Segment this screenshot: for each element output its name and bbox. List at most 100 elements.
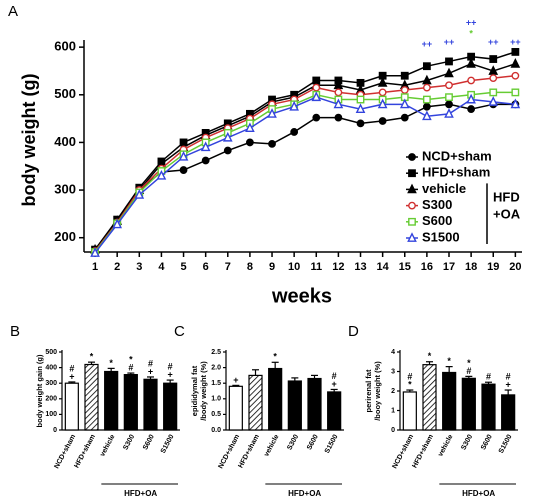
marker [290,128,299,136]
x-tick-label: 12 [332,261,344,273]
y-axis-label: /booy weight (%) [373,361,382,421]
bar [402,391,417,431]
marker [445,57,453,66]
significance-mark: * [408,379,412,389]
marker [444,108,454,118]
marker [467,105,476,113]
panel-label: A [8,3,18,20]
y-tick-label: 1.0 [211,396,221,403]
marker [267,108,277,118]
legend-label: HFD+sham [422,165,490,180]
marker [408,217,416,226]
marker [510,58,521,68]
significance-mark: * [109,358,113,368]
bar [307,377,322,431]
significance-mark: + [168,369,173,379]
bar [228,385,243,431]
bar [248,374,263,431]
x-tick-label: vehicle [437,433,454,457]
panel-label: D [348,323,359,340]
marker [289,100,299,111]
significance-mark: + [233,375,238,385]
significance-mark: * [447,356,451,366]
marker [378,88,387,97]
marker [488,65,499,75]
y-tick-label: 2.5 [211,349,221,356]
y-tick-label: 200 [45,396,57,403]
marker [422,62,431,71]
x-tick-label: HFD+sham [237,434,260,470]
bar [104,370,119,431]
group-label: HFD+OA [124,489,157,498]
y-tick-label: 4 [391,349,395,356]
y-tick-label: 0 [53,427,57,434]
bar [461,377,476,431]
marker [200,141,211,152]
y-tick-label: 500 [54,86,76,101]
y-tick-label: 400 [45,364,57,371]
marker [422,95,431,104]
y-tick-label: 0.0 [211,427,221,434]
x-tick-label: vehicle [263,433,280,457]
significance-mark: # [506,371,511,381]
marker [312,83,321,92]
x-tick-label: S600 [480,433,494,451]
marker [408,169,416,178]
marker [311,91,322,102]
y-tick-label: 400 [54,134,76,149]
bar [268,367,283,431]
x-tick-label: S300 [122,433,136,451]
marker [510,98,521,109]
significance-mark: + [506,379,511,389]
marker [511,88,520,97]
annotation: ++ [466,18,477,28]
y-tick-label: 300 [54,182,76,197]
y-axis-label: body weight (g) [19,74,39,207]
marker [466,58,476,68]
x-tick-label: 9 [269,261,275,273]
significance-mark: * [129,354,133,364]
x-tick-label: vehicle [99,433,116,457]
y-tick-label: 100 [45,411,57,418]
marker [312,113,321,122]
x-tick-label: 15 [399,261,411,273]
marker [467,76,476,85]
y-axis-label: epididymal fat [190,365,199,416]
marker [422,83,431,92]
series-line [94,96,516,254]
marker [408,201,416,210]
bar [501,394,516,431]
x-tick-label: S1500 [160,433,176,454]
marker [489,55,498,63]
x-tick-label: S1500 [498,433,514,454]
x-tick-label: S300 [286,433,300,451]
x-tick-label: 2 [114,261,120,273]
x-tick-label: S1500 [324,433,340,454]
marker [334,113,343,122]
marker [445,93,453,102]
legend-label: S1500 [422,229,460,244]
y-axis-label: body weight gain (g) [35,354,44,427]
bar [422,364,437,431]
x-tick-label: 10 [288,261,300,273]
marker [422,74,432,85]
y-tick-label: 300 [45,380,57,387]
y-tick-label: 2.0 [211,364,221,371]
x-tick-label: 6 [203,261,209,273]
x-tick-label: HFD+sham [411,434,434,470]
series-line [94,63,516,251]
marker [399,98,410,109]
group-label: HFD+OA [462,489,495,498]
bar [123,374,138,431]
significance-mark: # [128,362,133,372]
legend-label: S300 [422,197,452,212]
x-tick-label: 13 [354,261,366,273]
y-tick-label: 600 [54,39,76,54]
y-tick-label: 3 [391,368,395,375]
marker [407,232,417,242]
x-tick-label: 19 [487,261,499,273]
marker [134,189,145,199]
marker [355,103,366,113]
marker [156,170,167,180]
bar [64,382,79,431]
